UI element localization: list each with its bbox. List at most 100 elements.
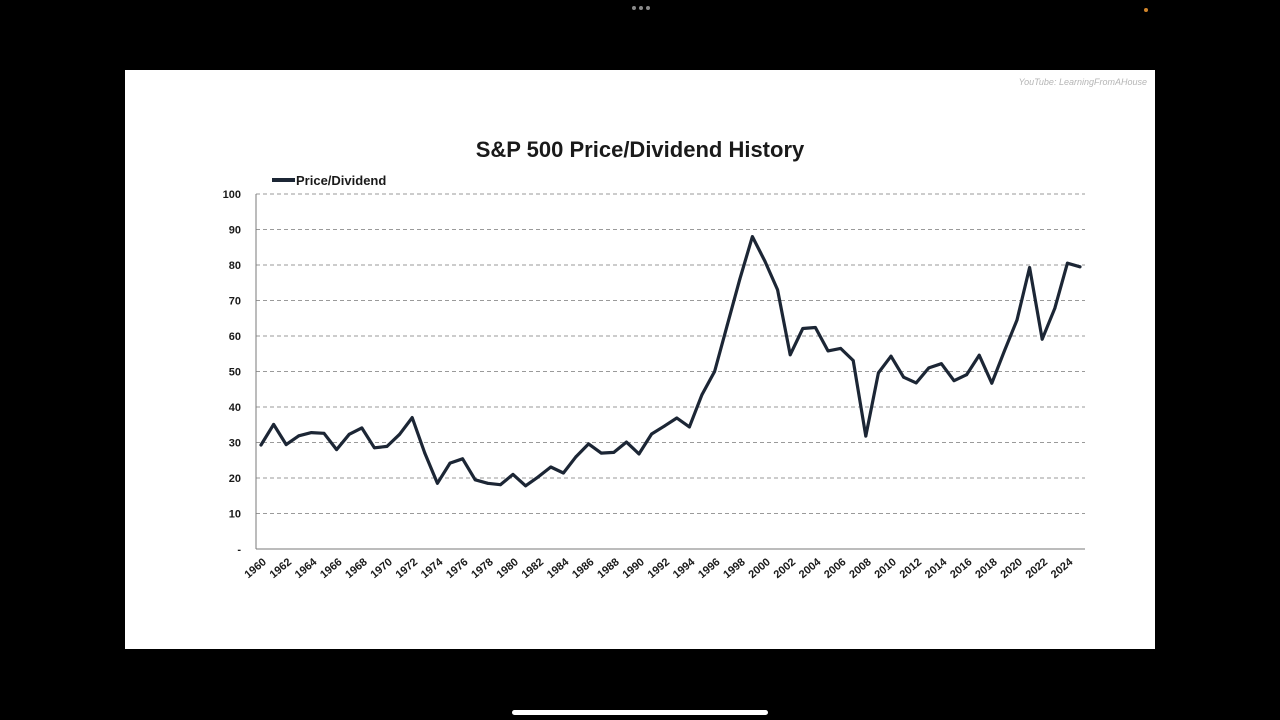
data-point xyxy=(549,465,553,469)
data-point xyxy=(700,393,704,396)
data-point xyxy=(1040,337,1044,341)
data-point xyxy=(902,375,905,379)
x-tick-label: 1982 xyxy=(520,556,546,581)
x-tick-label: 2006 xyxy=(822,556,848,581)
x-tick-label: 1986 xyxy=(570,556,596,581)
recording-indicator-icon xyxy=(1144,8,1148,12)
x-tick-label: 2008 xyxy=(847,556,873,581)
data-point xyxy=(788,353,792,357)
x-tick-label: 1966 xyxy=(318,556,344,581)
data-point xyxy=(410,416,414,419)
y-tick-label: 10 xyxy=(229,509,241,521)
data-point xyxy=(322,431,326,435)
data-point xyxy=(751,235,754,239)
data-point xyxy=(398,432,401,436)
data-point xyxy=(662,424,666,428)
x-tick-label: 1992 xyxy=(646,556,672,581)
data-point xyxy=(713,370,716,373)
x-tick-label: 1962 xyxy=(268,556,294,581)
watermark: YouTube: LearningFromAHouse xyxy=(1018,77,1147,87)
x-tick-label: 2000 xyxy=(746,556,772,581)
window-handle-dots[interactable] xyxy=(632,6,650,10)
data-point xyxy=(511,473,515,476)
y-tick-label: 20 xyxy=(229,473,241,485)
data-point xyxy=(473,478,477,482)
data-point xyxy=(574,455,578,459)
data-point xyxy=(385,445,389,448)
data-point xyxy=(914,381,918,385)
data-point xyxy=(448,461,452,465)
x-tick-label: 1968 xyxy=(343,556,369,581)
data-point xyxy=(436,481,439,485)
x-tick-label: 1964 xyxy=(293,556,320,581)
data-point xyxy=(335,448,338,451)
data-point xyxy=(1003,349,1006,353)
x-tick-label: 1988 xyxy=(595,556,621,581)
gridlines xyxy=(256,193,1085,514)
x-tick-label: 1996 xyxy=(696,556,722,581)
data-point xyxy=(637,452,641,456)
series-line-price-dividend xyxy=(259,235,1082,488)
y-tick-label: 100 xyxy=(223,189,241,201)
data-point xyxy=(927,366,931,370)
data-point xyxy=(864,434,868,438)
y-tick-label: 60 xyxy=(229,331,241,343)
data-point xyxy=(1053,306,1057,310)
data-point xyxy=(650,432,653,436)
y-tick-label: 90 xyxy=(229,225,241,237)
x-tick-label: 2018 xyxy=(973,556,999,581)
data-point xyxy=(952,379,956,383)
x-tick-label: 2022 xyxy=(1024,556,1050,581)
data-point xyxy=(599,451,603,455)
x-tick-label: 2010 xyxy=(872,556,898,581)
x-tick-label: 2012 xyxy=(898,556,924,581)
y-tick-label: 40 xyxy=(229,402,241,414)
data-point xyxy=(499,483,502,487)
data-point xyxy=(990,381,994,385)
x-tick-label: 1994 xyxy=(671,556,698,581)
data-point xyxy=(801,327,805,330)
data-point xyxy=(1078,265,1082,269)
axes xyxy=(255,194,1085,550)
data-point xyxy=(826,349,830,353)
data-point xyxy=(1066,261,1069,265)
y-tick-label: - xyxy=(237,544,241,556)
data-point xyxy=(889,354,893,358)
data-point xyxy=(259,443,263,447)
data-point xyxy=(625,440,628,444)
x-tick-label: 2002 xyxy=(772,556,798,581)
data-point xyxy=(940,362,943,366)
x-tick-label: 2016 xyxy=(948,556,974,581)
chart-slide: YouTube: LearningFromAHouse S&P 500 Pric… xyxy=(125,70,1155,649)
data-point xyxy=(688,425,691,429)
x-tick-label: 1990 xyxy=(620,556,646,581)
y-tick-label: 30 xyxy=(229,438,241,450)
x-tick-label: 1998 xyxy=(721,556,747,581)
data-point xyxy=(814,326,817,329)
data-point xyxy=(1015,318,1019,322)
data-point xyxy=(310,431,313,434)
x-tick-label: 1974 xyxy=(419,556,446,581)
data-point xyxy=(297,434,301,438)
data-point xyxy=(851,359,855,362)
data-point xyxy=(612,451,616,454)
data-point xyxy=(776,288,779,292)
data-point xyxy=(725,323,729,327)
x-tick-label: 1984 xyxy=(545,556,572,581)
data-point xyxy=(675,416,679,420)
x-tick-label: 1972 xyxy=(394,556,420,581)
data-point xyxy=(360,426,364,430)
x-tick-label: 2014 xyxy=(923,556,950,581)
x-tick-label: 1976 xyxy=(444,556,470,581)
data-point xyxy=(977,353,981,357)
legend: Price/Dividend xyxy=(272,173,386,188)
data-point xyxy=(763,260,767,263)
data-point xyxy=(562,471,565,475)
y-tick-label: 50 xyxy=(229,367,241,379)
home-indicator[interactable] xyxy=(512,710,768,715)
data-point xyxy=(587,442,590,446)
x-tick-label: 1970 xyxy=(368,556,394,581)
x-axis-ticks: 1960196219641966196819701972197419761978… xyxy=(242,556,1076,581)
x-tick-label: 2004 xyxy=(797,556,824,581)
x-tick-label: 2024 xyxy=(1049,556,1076,581)
